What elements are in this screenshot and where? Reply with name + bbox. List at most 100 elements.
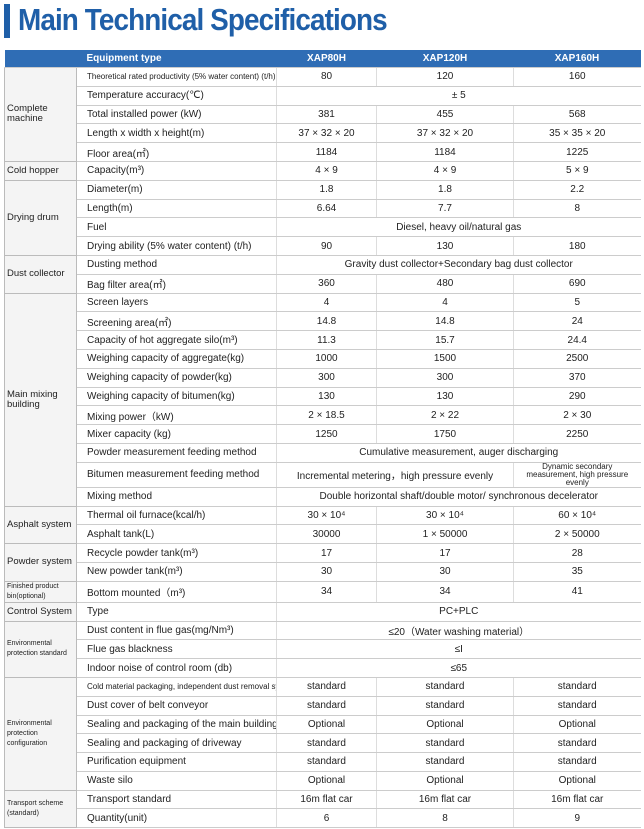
header-row: Equipment type XAP80H XAP120H XAP160H xyxy=(4,50,641,68)
group-label: Asphalt system xyxy=(4,505,77,545)
item-label: Flue gas blackness xyxy=(76,639,277,660)
spec-value: ≤65 xyxy=(276,658,641,678)
item-label: Quantity(unit) xyxy=(76,808,277,829)
item-label: Transport standard xyxy=(76,790,277,810)
spec-value: 37 × 32 × 20 xyxy=(276,123,377,144)
spec-value: Optional xyxy=(276,771,377,791)
spec-value: ≤I xyxy=(276,639,641,660)
spec-value: 120 xyxy=(376,67,514,87)
spec-value: Optional xyxy=(276,715,377,735)
spec-value: 1184 xyxy=(276,142,377,162)
spec-row: Dust collector Dusting method Gravity dust… xyxy=(4,254,641,294)
spec-row: Weighing capacity of powder(kg) 300 300 370 xyxy=(5,368,641,388)
item-label: Dust cover of belt conveyor xyxy=(76,696,277,716)
spec-value: 2500 xyxy=(513,349,641,369)
spec-value: 160 xyxy=(513,67,641,87)
spec-value: 16m flat car xyxy=(376,790,514,810)
spec-row: Bag filter area(㎡) 360 480 690 xyxy=(5,274,641,294)
item-label: Length(m) xyxy=(76,199,277,219)
spec-value: 2.2 xyxy=(513,180,641,200)
spec-value: 8 xyxy=(513,199,641,219)
spec-value: 2250 xyxy=(513,424,641,444)
spec-value: 180 xyxy=(513,236,641,256)
spec-value: Optional xyxy=(513,771,641,791)
spec-value: 6.64 xyxy=(276,199,377,219)
spec-row: Powder system Recycle powder tank(m³) 17 17… xyxy=(4,543,641,582)
spec-value: 30000 xyxy=(276,524,377,545)
item-label: Weighing capacity of aggregate(kg) xyxy=(76,349,277,369)
spec-value: standard xyxy=(376,733,514,754)
spec-row: Asphalt system Thermal oil furnace(kcal/h… xyxy=(4,505,641,545)
spec-value: 381 xyxy=(276,105,377,125)
spec-value: 5 xyxy=(513,293,641,313)
spec-value: ≤20（Water washing material） xyxy=(276,621,641,641)
spec-value: 2 × 18.5 xyxy=(276,405,377,426)
spec-value: 35 × 35 × 20 xyxy=(513,123,641,144)
spec-value: standard xyxy=(376,696,514,716)
item-label: Waste silo xyxy=(76,771,277,791)
item-label: Screen layers xyxy=(76,293,277,313)
spec-row: Mixing method Double horizontal shaft/dou… xyxy=(5,487,641,507)
spec-value: 6 xyxy=(276,808,377,829)
spec-value: standard xyxy=(376,752,514,772)
spec-value: 1 × 50000 xyxy=(376,524,514,545)
spec-row: Length(m) 6.64 7.7 8 xyxy=(5,199,641,219)
spec-value: ± 5 xyxy=(276,86,641,106)
spec-value: 130 xyxy=(376,236,514,256)
spec-value: Optional xyxy=(376,771,514,791)
spec-value: 568 xyxy=(513,105,641,125)
spec-row: Powder measurement feeding method Cumulat… xyxy=(5,443,641,463)
spec-value: standard xyxy=(376,677,514,697)
item-label: Temperature accuracy(℃) xyxy=(76,86,277,106)
spec-value: 90 xyxy=(276,236,377,256)
item-label: Indoor noise of control room (db) xyxy=(76,658,277,678)
spec-value: 4 × 9 xyxy=(376,161,514,181)
spec-value: standard xyxy=(276,752,377,772)
spec-value: 14.8 xyxy=(376,311,514,332)
item-label: Diameter(m) xyxy=(76,180,277,200)
spec-value: 130 xyxy=(276,387,377,407)
group-label: Powder system xyxy=(4,543,77,582)
spec-row: Weighing capacity of aggregate(kg) 1000 15… xyxy=(5,349,641,369)
spec-value: Gravity dust collector+Secondary bag dus… xyxy=(276,255,641,275)
spec-row: Bitumen measurement feeding method Increm… xyxy=(5,462,641,488)
spec-value: 28 xyxy=(513,543,641,563)
spec-value: 1250 xyxy=(276,424,377,444)
spec-value: 34 xyxy=(276,581,377,603)
column-header: XAP120H xyxy=(376,50,514,68)
spec-value: 16m flat car xyxy=(513,790,641,810)
group-label: Cold hopper xyxy=(4,160,77,181)
spec-value: 360 xyxy=(276,274,377,294)
spec-value: standard xyxy=(276,696,377,716)
spec-value: 1225 xyxy=(513,142,641,162)
spec-row: Waste silo Optional Optional Optional xyxy=(5,771,641,791)
spec-value: 2 × 30 xyxy=(513,405,641,426)
item-label: Cold material packaging, independent dus… xyxy=(76,677,277,697)
item-label: Weighing capacity of bitumen(kg) xyxy=(76,387,277,407)
spec-value: 300 xyxy=(376,368,514,388)
page-title: Main Technical Specifications xyxy=(18,2,388,37)
spec-row: Floor area(㎡) 1184 1184 1225 xyxy=(5,142,641,162)
spec-value: 15.7 xyxy=(376,330,514,350)
spec-value: 30 xyxy=(276,562,377,582)
spec-row: Weighing capacity of bitumen(kg) 130 130 29… xyxy=(5,387,641,407)
item-label: Bitumen measurement feeding method xyxy=(76,462,277,488)
item-label: Recycle powder tank(m³) xyxy=(76,543,277,563)
spec-value: 1.8 xyxy=(376,180,514,200)
spec-value: 130 xyxy=(376,387,514,407)
item-label: Total installed power (kW) xyxy=(76,105,277,125)
spec-row: Drying drum Diameter(m) 1.8 1.8 2.2 xyxy=(4,179,641,256)
spec-row: Complete machine Theoretical rated produc… xyxy=(4,67,641,162)
spec-row: Sealing and packaging of driveway standar… xyxy=(5,733,641,754)
spec-value: 2 × 50000 xyxy=(513,524,641,545)
spec-value: Cumulative measurement, auger dischargin… xyxy=(276,443,641,463)
spec-value: 1750 xyxy=(376,424,514,444)
item-label: Capacity of hot aggregate silo(m³) xyxy=(76,330,277,350)
item-label: Type xyxy=(76,602,277,622)
spec-row: Length x width x height(m) 37 × 32 × 20 37… xyxy=(5,123,641,144)
spec-row: Total installed power (kW) 381 455 568 xyxy=(5,105,641,125)
spec-value: 290 xyxy=(513,387,641,407)
spec-row: Mixer capacity (kg) 1250 1750 2250 xyxy=(5,424,641,444)
item-label: Asphalt tank(L) xyxy=(76,524,277,545)
